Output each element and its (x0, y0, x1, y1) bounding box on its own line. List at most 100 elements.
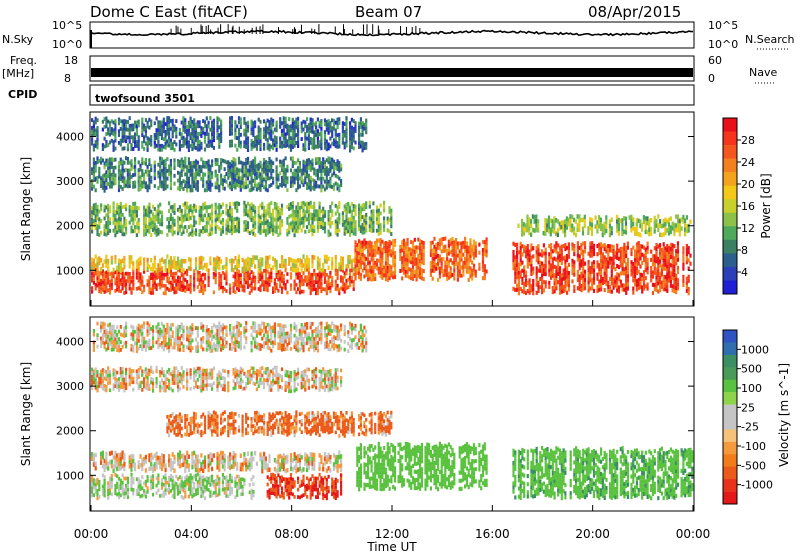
echo-cell (322, 218, 325, 223)
echo-cell (237, 259, 241, 264)
echo-cell (134, 140, 137, 145)
echo-cell (307, 162, 310, 166)
echo-cell (153, 226, 156, 231)
echo-cell (560, 248, 563, 253)
echo-cell (94, 164, 97, 169)
echo-cell (345, 286, 348, 291)
echo-cell (526, 248, 529, 253)
echo-cell (327, 229, 330, 234)
echo-cell (130, 147, 133, 151)
echo-cell (666, 272, 669, 277)
echo-cell (628, 215, 631, 220)
echo-cell (169, 280, 172, 285)
echo-cell (318, 176, 321, 181)
echo-cell (116, 269, 119, 273)
echo-cell (116, 222, 119, 227)
echo-cell (268, 147, 271, 152)
echo-cell (591, 249, 594, 254)
echo-cell (309, 129, 312, 134)
echo-cell (560, 261, 563, 266)
echo-cell (675, 223, 678, 228)
echo-cell (401, 240, 404, 245)
echo-cell (338, 161, 341, 165)
echo-cell (590, 218, 594, 223)
echo-cell (675, 273, 678, 278)
echo-cell (578, 227, 581, 233)
echo-cell (277, 277, 280, 282)
echo-cell (399, 269, 402, 273)
echo-cell (368, 244, 371, 249)
echo-cell (220, 161, 223, 166)
echo-cell (157, 162, 160, 167)
echo-cell (307, 138, 310, 143)
echo-cell (275, 259, 278, 265)
echo-cell (200, 277, 203, 282)
echo-cell (535, 274, 538, 279)
echo-cell (637, 286, 640, 291)
echo-cell (135, 128, 138, 133)
echo-cell (236, 228, 239, 233)
echo-cell (291, 137, 294, 142)
echo-cell (261, 229, 264, 233)
echo-cell (180, 232, 183, 237)
echo-cell (178, 147, 181, 152)
echo-cell (401, 260, 404, 265)
echo-cell (350, 221, 353, 226)
echo-cell (178, 163, 181, 168)
echo-cell (327, 146, 330, 151)
echo-cell (682, 283, 685, 288)
echo-cell (169, 228, 172, 233)
echo-cell (311, 122, 314, 126)
echo-cell (596, 272, 599, 277)
echo-cell (390, 241, 393, 246)
echo-cell (110, 131, 113, 135)
echo-cell (372, 273, 375, 278)
echo-cell (519, 286, 522, 291)
echo-cell (653, 246, 656, 251)
echo-cell (259, 261, 262, 267)
echo-cell (660, 268, 663, 273)
echo-cell (435, 266, 438, 271)
echo-cell (211, 203, 214, 208)
echo-cell (132, 184, 135, 189)
echo-cell (404, 249, 407, 254)
echo-cell (137, 119, 140, 124)
echo-cell (284, 116, 287, 121)
echo-cell (263, 146, 266, 151)
echo-cell (230, 163, 233, 168)
echo-cell (139, 179, 142, 184)
echo-cell (237, 273, 241, 278)
echo-cell (143, 229, 146, 233)
echo-cell (207, 182, 210, 187)
echo-cell (646, 286, 649, 291)
echo-cell (92, 147, 95, 152)
echo-cell (306, 201, 309, 206)
echo-cell (600, 246, 603, 251)
echo-cell (157, 170, 160, 175)
echo-cell (657, 289, 660, 294)
echo-cell (214, 273, 217, 277)
echo-cell (114, 130, 117, 135)
echo-cell (184, 160, 187, 165)
echo-cell (182, 284, 185, 288)
echo-cell (275, 229, 278, 234)
echo-cell (108, 180, 112, 185)
echo-cell (298, 217, 301, 222)
echo-cell (241, 177, 244, 181)
echo-cell (155, 225, 158, 229)
echo-cell (293, 267, 296, 273)
echo-cell (624, 221, 628, 226)
echo-cell (327, 142, 330, 147)
echo-cell (137, 135, 140, 140)
echo-cell (553, 248, 556, 253)
echo-cell (121, 163, 124, 168)
echo-cell (616, 255, 619, 260)
nsky-trace (90, 24, 694, 48)
echo-cell (252, 216, 255, 220)
echo-cell (153, 230, 156, 235)
echo-cell (302, 119, 305, 124)
echo-cell (270, 201, 273, 205)
echo-cell (650, 217, 653, 223)
echo-cell (648, 218, 651, 224)
echo-cell (446, 248, 449, 253)
